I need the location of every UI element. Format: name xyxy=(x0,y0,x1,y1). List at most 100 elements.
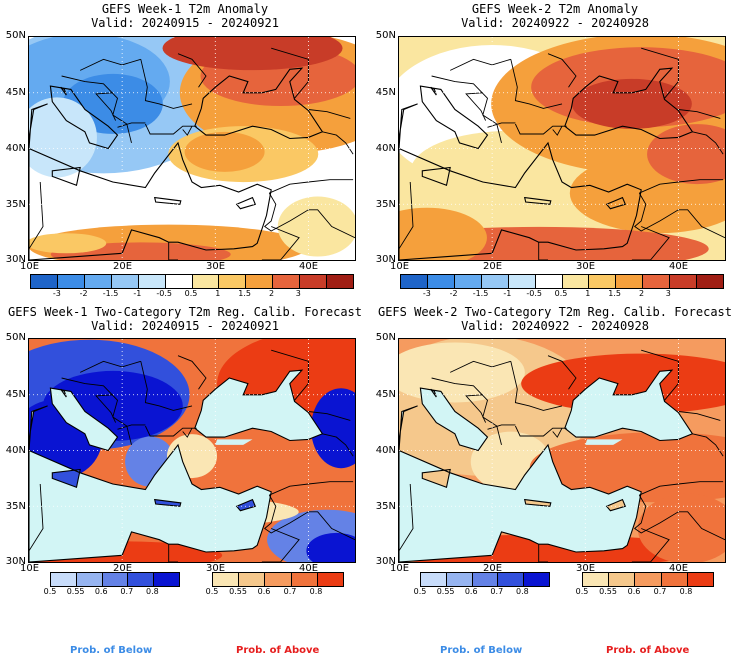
cool-anomaly-region xyxy=(29,97,97,178)
island xyxy=(154,499,181,507)
country-border xyxy=(641,349,679,401)
prob-above-region xyxy=(529,432,725,503)
colorbar-tick-label: 0.5 xyxy=(43,587,57,596)
lat-label: 50N xyxy=(5,332,26,343)
colorbar-tick-label: 0.7 xyxy=(283,587,297,596)
colorbar-tick-label: 0.5 xyxy=(413,587,427,596)
lon-label: 20E xyxy=(483,563,503,574)
country-border xyxy=(399,483,414,552)
lat-label: 35N xyxy=(375,501,396,512)
colorbar-swatch xyxy=(427,275,455,288)
colorbar-tick-label: 0.5 xyxy=(184,289,198,298)
country-border xyxy=(465,92,487,121)
map-canvas xyxy=(29,339,355,562)
sea-mask xyxy=(399,405,642,562)
panel-week2-anomaly: GEFS Week-2 T2m Anomaly Valid: 20240922 … xyxy=(370,0,740,300)
warm-anomaly-region xyxy=(277,196,355,257)
colorbar-swatch xyxy=(239,573,266,586)
country-border xyxy=(29,181,44,250)
panel-title: GEFS Week-2 T2m Anomaly xyxy=(471,2,639,16)
colorbar-swatch xyxy=(57,275,85,288)
colorbar-swatch xyxy=(246,275,274,288)
lat-label: 30N xyxy=(375,254,396,265)
lat-label: 40N xyxy=(375,445,396,456)
country-border xyxy=(514,123,567,135)
colorbar-swatch xyxy=(154,573,179,586)
colorbar-swatch xyxy=(609,573,636,586)
country-border xyxy=(308,411,351,421)
country-border xyxy=(678,109,721,119)
lat-label: 50N xyxy=(375,30,396,41)
coastline xyxy=(605,196,627,210)
warm-anomaly-region xyxy=(162,37,343,71)
warm-anomaly-region xyxy=(29,233,107,254)
colorbar-swatch xyxy=(51,573,77,586)
lat-label: 45N xyxy=(375,389,396,400)
lat-label: 30N xyxy=(5,254,26,265)
country-border xyxy=(168,242,178,260)
coastline xyxy=(51,468,81,489)
colorbar-swatch xyxy=(84,275,112,288)
country-border xyxy=(271,47,309,99)
lon-label: 40E xyxy=(669,563,689,574)
colorbar-swatch xyxy=(213,573,240,586)
map-canvas xyxy=(399,37,725,260)
prob-below-caption: Prob. of Below xyxy=(70,645,153,656)
colorbar-tick-label: 0.8 xyxy=(516,587,529,596)
colorbar-swatch xyxy=(481,275,509,288)
coastline xyxy=(153,196,182,205)
country-border xyxy=(547,53,577,88)
island xyxy=(524,499,551,507)
country-border xyxy=(552,427,563,438)
country-border xyxy=(29,483,44,552)
colorbar-swatch xyxy=(31,275,58,288)
country-border xyxy=(465,394,487,423)
lon-label: 40E xyxy=(299,261,319,272)
prob-above-caption: Prob. of Above xyxy=(606,645,690,656)
lat-label: 35N xyxy=(5,501,26,512)
country-border xyxy=(450,58,511,71)
map-week2-probability xyxy=(398,338,726,563)
coastline xyxy=(564,369,694,442)
country-border xyxy=(678,411,721,421)
colorbar-swatch xyxy=(138,275,166,288)
anomaly-colorbar xyxy=(30,274,354,289)
colorbar-tick-label: -0.5 xyxy=(526,289,542,298)
country-border xyxy=(177,355,207,390)
colorbar-tick-label: -0.5 xyxy=(156,289,172,298)
colorbar-tick-label: 0.5 xyxy=(205,587,219,596)
coastline xyxy=(235,196,257,210)
colorbar-tick-label: 1 xyxy=(215,289,221,298)
panel-valid-dates: Valid: 20240915 - 20240921 xyxy=(91,319,279,333)
colorbar-tick-label: 0.8 xyxy=(309,587,323,596)
lat-label: 35N xyxy=(375,199,396,210)
colorbar-swatch xyxy=(273,275,301,288)
country-border xyxy=(182,427,193,438)
colorbar-tick-label: 2 xyxy=(638,289,645,298)
country-border xyxy=(271,349,309,401)
map-week1-probability xyxy=(28,338,356,563)
colorbar-swatch xyxy=(327,275,354,288)
country-border xyxy=(140,361,193,411)
lon-label: 20E xyxy=(483,261,503,272)
prob-above-colorbar xyxy=(582,572,714,587)
colorbar-tick-label: -2 xyxy=(449,289,458,298)
lon-label: 40E xyxy=(669,261,689,272)
lat-label: 45N xyxy=(5,389,26,400)
country-border xyxy=(538,544,548,562)
map-week1-anomaly xyxy=(28,36,356,261)
colorbar-swatch xyxy=(265,573,292,586)
colorbar-tick-label: -3 xyxy=(422,289,431,298)
colorbar-tick-label: 0.6 xyxy=(257,587,271,596)
lon-label: 30E xyxy=(206,563,226,574)
coastline xyxy=(49,85,119,150)
coastline xyxy=(29,405,272,562)
prob-below-colorbar xyxy=(420,572,550,587)
colorbar-tick-label: 3 xyxy=(295,289,301,298)
colorbar-swatch xyxy=(192,275,220,288)
colorbar-swatch xyxy=(446,573,473,586)
map-canvas xyxy=(399,339,725,562)
colorbar-tick-label: 1.5 xyxy=(238,289,252,298)
colorbar-swatch xyxy=(687,573,714,586)
colorbar-swatch xyxy=(128,573,155,586)
